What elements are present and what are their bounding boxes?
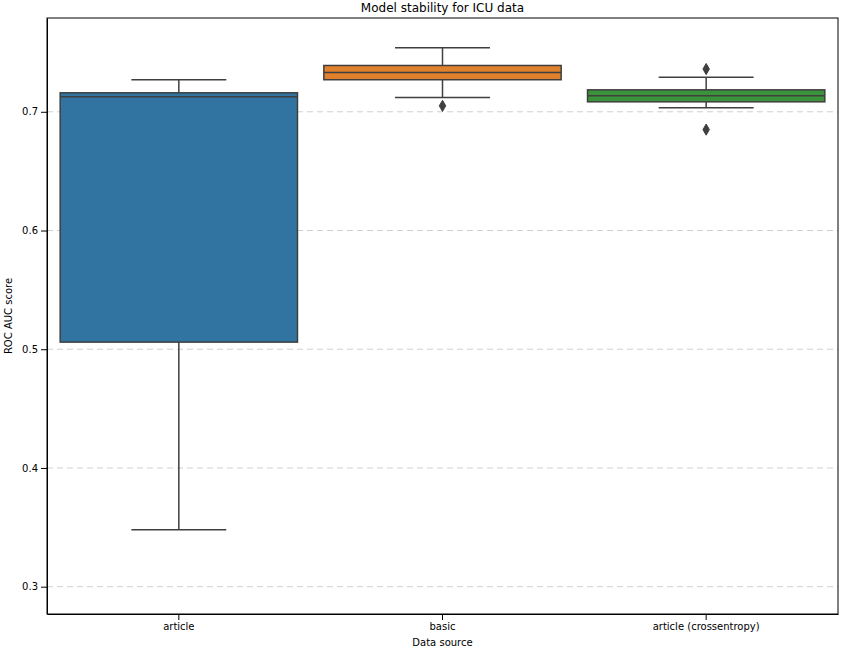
y-tick: 0.4 xyxy=(22,463,47,474)
lower-cap xyxy=(659,107,754,109)
y-tick-label: 0.7 xyxy=(22,106,38,117)
grid-line xyxy=(47,349,838,350)
box xyxy=(324,65,561,79)
x-tick-mark xyxy=(442,614,443,620)
x-tick: article xyxy=(163,614,194,632)
lower-whisker xyxy=(178,342,180,530)
title: Model stability for ICU data xyxy=(361,1,524,15)
x-axis: article basic article (crossentropy) xyxy=(48,614,839,632)
box-group xyxy=(60,80,297,530)
lower-whisker xyxy=(705,102,707,108)
upper-cap xyxy=(659,77,754,79)
y-tick-label: 0.5 xyxy=(22,344,38,355)
box xyxy=(60,93,297,342)
lower-cap xyxy=(395,97,490,99)
grid-line xyxy=(47,586,838,587)
y-axis-title: ROC AUC score xyxy=(3,278,14,354)
upper-whisker xyxy=(442,48,444,66)
y-tick: 0.5 xyxy=(22,344,47,355)
x-tick: article (crossentropy) xyxy=(653,614,760,632)
upper-whisker xyxy=(178,80,180,93)
box-group xyxy=(588,63,825,135)
x-tick-label: article (crossentropy) xyxy=(653,621,760,632)
y-tick: 0.6 xyxy=(22,225,47,236)
y-tick-mark xyxy=(41,587,47,588)
lower-whisker xyxy=(442,80,444,98)
y-tick-mark xyxy=(41,112,47,113)
median xyxy=(324,72,561,74)
median xyxy=(60,96,297,98)
outlier xyxy=(703,124,709,135)
y-tick-mark xyxy=(41,468,47,469)
box xyxy=(588,90,825,102)
upper-whisker xyxy=(705,77,707,89)
plot-frame xyxy=(47,18,838,614)
box-group xyxy=(324,48,561,112)
x-tick-mark xyxy=(178,614,179,620)
outlier xyxy=(703,63,709,74)
y-tick-label: 0.4 xyxy=(22,463,38,474)
x-tick: basic xyxy=(430,614,456,632)
upper-cap xyxy=(131,79,226,81)
plot-area: 0.3 0.4 0.5 0.6 0.7 article basic article (cros… xyxy=(22,18,838,632)
y-tick-mark xyxy=(41,349,47,350)
y-tick: 0.7 xyxy=(22,106,47,117)
boxes xyxy=(60,48,825,530)
lower-cap xyxy=(131,529,226,531)
upper-cap xyxy=(395,47,490,49)
y-tick: 0.3 xyxy=(22,581,47,592)
y-tick-label: 0.3 xyxy=(22,581,38,592)
y-tick-label: 0.6 xyxy=(22,225,38,236)
chart: 0.3 0.4 0.5 0.6 0.7 article basic article (cros… xyxy=(0,0,850,653)
x-tick-label: article xyxy=(163,621,194,632)
x-tick-mark xyxy=(706,614,707,620)
y-tick-mark xyxy=(41,231,47,232)
y-axis: 0.3 0.4 0.5 0.6 0.7 xyxy=(22,19,47,615)
x-axis-title: Data source xyxy=(412,637,472,648)
grid-line xyxy=(47,467,838,468)
outlier xyxy=(439,100,445,111)
median xyxy=(588,95,825,97)
x-tick-label: basic xyxy=(430,621,456,632)
